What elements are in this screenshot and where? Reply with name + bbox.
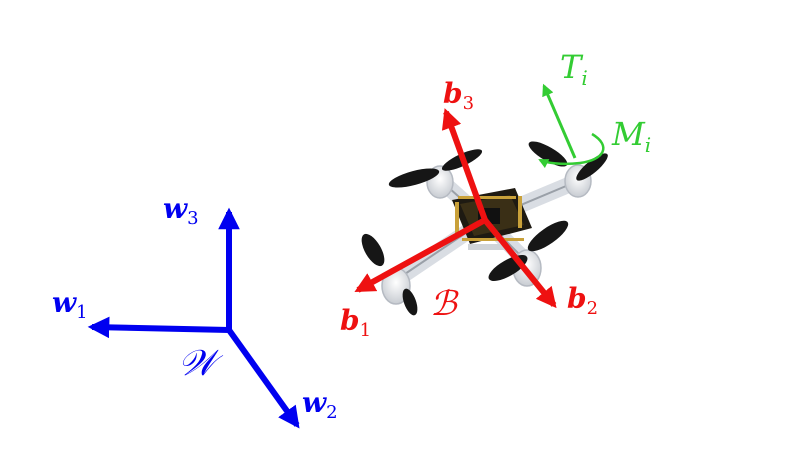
w1-axis [87,316,230,339]
world-frame-label: 𝒲 [178,343,224,384]
b2-axis [482,218,557,309]
w1-label: w1 [52,286,88,323]
thrust-label: Ti [560,48,588,90]
w2-axis [226,328,300,429]
b3-axis [441,108,488,222]
w2-label: w2 [302,386,338,423]
moment-label: Mi [611,115,651,157]
b1-label: b1 [340,304,371,341]
moment-arrow [538,132,605,169]
body-frame-label: ℬ [430,284,459,324]
body-frame: b3 b1 b2 ℬ [340,77,598,341]
b3-label: b3 [443,77,474,114]
w3-label: w3 [163,192,199,229]
thrust-arrow [542,83,577,159]
rotor-wrench: Ti Mi [538,48,651,169]
quadrotor-board [452,188,532,250]
b1-axis [354,217,487,293]
world-frame: w3 w1 w2 𝒲 [52,192,338,429]
b2-label: b2 [567,282,598,319]
